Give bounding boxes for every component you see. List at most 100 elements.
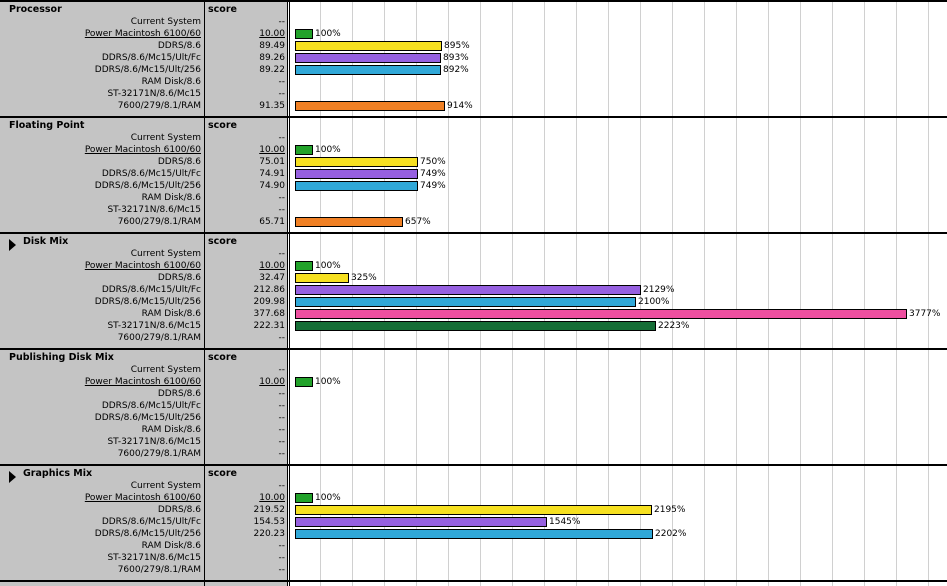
percent-label: 749%: [420, 181, 446, 191]
score-bar: [295, 53, 441, 63]
percent-label: 895%: [444, 41, 470, 51]
score-value: --: [278, 449, 286, 459]
section-publishing-disk-mix: Publishing Disk Mix score Current System --…: [0, 351, 947, 467]
machine-label: RAM Disk/8.6: [141, 193, 201, 203]
gridline: [832, 0, 833, 586]
result-row: DDRS/8.6/Mc15/Ult/Fc 154.53 1545%: [0, 516, 947, 528]
score-value: --: [278, 481, 286, 491]
result-row: RAM Disk/8.6 377.68 3777%: [0, 308, 947, 320]
section-title: Graphics Mix: [23, 468, 93, 479]
percent-label: 2202%: [655, 529, 687, 539]
result-row: DDRS/8.6 219.52 2195%: [0, 504, 947, 516]
result-row: DDRS/8.6/Mc15/Ult/256 89.22 892%: [0, 64, 947, 76]
score-bar: [295, 169, 418, 179]
score-value: 209.98: [253, 297, 286, 307]
score-value: 377.68: [253, 309, 286, 319]
percent-label: 750%: [420, 157, 446, 167]
machine-label: 7600/279/8.1/RAM: [117, 333, 201, 343]
section-title: Publishing Disk Mix: [9, 352, 114, 363]
gridline: [672, 0, 673, 586]
result-row: Current System --: [0, 16, 947, 28]
percent-label: 100%: [315, 261, 341, 271]
machine-label[interactable]: Power Macintosh 6100/60: [84, 493, 201, 503]
score-value: --: [278, 249, 286, 259]
section-separator: [0, 232, 947, 234]
section-floating-point: Floating Point score Current System -- Power…: [0, 119, 947, 235]
result-row: ST-32171N/8.6/Mc15 --: [0, 552, 947, 564]
score-value: 10.00: [259, 261, 285, 271]
machine-label: DDRS/8.6/Mc15/Ult/Fc: [101, 517, 201, 527]
score-value: --: [278, 89, 286, 99]
score-value: --: [278, 401, 286, 411]
score-bar: [295, 261, 313, 271]
section-disk-mix: Disk Mix score Current System -- Power Macin…: [0, 235, 947, 351]
score-value: --: [278, 565, 286, 575]
score-value: --: [278, 333, 286, 343]
machine-label: DDRS/8.6/Mc15/Ult/256: [94, 181, 201, 191]
score-header: score: [208, 120, 237, 131]
score-value: --: [278, 541, 286, 551]
score-value: 75.01: [259, 157, 285, 167]
machine-label: DDRS/8.6/Mc15/Ult/256: [94, 529, 201, 539]
machine-label[interactable]: Power Macintosh 6100/60: [84, 145, 201, 155]
result-row: RAM Disk/8.6 --: [0, 76, 947, 88]
score-value: 74.90: [259, 181, 285, 191]
result-row: DDRS/8.6/Mc15/Ult/Fc 74.91 749%: [0, 168, 947, 180]
machine-label[interactable]: Power Macintosh 6100/60: [84, 261, 201, 271]
disclosure-triangle-icon[interactable]: [9, 239, 16, 251]
score-bar: [295, 377, 313, 387]
machine-label[interactable]: Power Macintosh 6100/60: [84, 29, 201, 39]
gridline: [768, 0, 769, 586]
machine-label: ST-32171N/8.6/Mc15: [107, 437, 201, 447]
result-row: ST-32171N/8.6/Mc15 --: [0, 88, 947, 100]
percent-label: 325%: [351, 273, 377, 283]
result-row: 7600/279/8.1/RAM --: [0, 332, 947, 344]
score-value: --: [278, 553, 286, 563]
score-value: 32.47: [259, 273, 285, 283]
result-row: DDRS/8.6/Mc15/Ult/256 --: [0, 412, 947, 424]
machine-label: RAM Disk/8.6: [141, 77, 201, 87]
result-row: DDRS/8.6/Mc15/Ult/256 209.98 2100%: [0, 296, 947, 308]
score-value: 10.00: [259, 493, 285, 503]
score-bar: [295, 217, 403, 227]
result-row: DDRS/8.6/Mc15/Ult/Fc --: [0, 400, 947, 412]
percent-label: 914%: [447, 101, 473, 111]
score-value: 212.86: [253, 285, 286, 295]
score-value: 74.91: [259, 169, 285, 179]
score-bar: [295, 309, 907, 319]
score-bar: [295, 101, 445, 111]
result-row: 7600/279/8.1/RAM 91.35 914%: [0, 100, 947, 112]
percent-label: 100%: [315, 145, 341, 155]
machine-label[interactable]: Power Macintosh 6100/60: [84, 377, 201, 387]
result-row: Current System --: [0, 248, 947, 260]
result-row: Current System --: [0, 132, 947, 144]
score-value: 10.00: [259, 29, 285, 39]
score-bar: [295, 285, 641, 295]
result-row: Current System --: [0, 480, 947, 492]
result-row: ST-32171N/8.6/Mc15 --: [0, 204, 947, 216]
percent-label: 892%: [443, 65, 469, 75]
machine-label: Current System: [130, 481, 201, 491]
disclosure-triangle-icon[interactable]: [9, 471, 16, 483]
section-title: Floating Point: [9, 120, 85, 131]
section-separator: [0, 0, 947, 2]
score-header: score: [208, 4, 237, 15]
machine-label: ST-32171N/8.6/Mc15: [107, 205, 201, 215]
percent-label: 100%: [315, 29, 341, 39]
score-value: 65.71: [259, 217, 285, 227]
machine-label: RAM Disk/8.6: [141, 309, 201, 319]
column-divider: [287, 0, 288, 586]
score-bar: [295, 157, 418, 167]
result-row: DDRS/8.6/Mc15/Ult/Fc 212.86 2129%: [0, 284, 947, 296]
machine-label: DDRS/8.6/Mc15/Ult/256: [94, 297, 201, 307]
machine-label: DDRS/8.6/Mc15/Ult/Fc: [101, 401, 201, 411]
machine-label: RAM Disk/8.6: [141, 425, 201, 435]
machine-label: 7600/279/8.1/RAM: [117, 217, 201, 227]
gridline: [800, 0, 801, 586]
score-bar: [295, 297, 636, 307]
result-row: DDRS/8.6/Mc15/Ult/256 74.90 749%: [0, 180, 947, 192]
percent-label: 100%: [315, 493, 341, 503]
score-value: 10.00: [259, 377, 285, 387]
score-value: --: [278, 437, 286, 447]
